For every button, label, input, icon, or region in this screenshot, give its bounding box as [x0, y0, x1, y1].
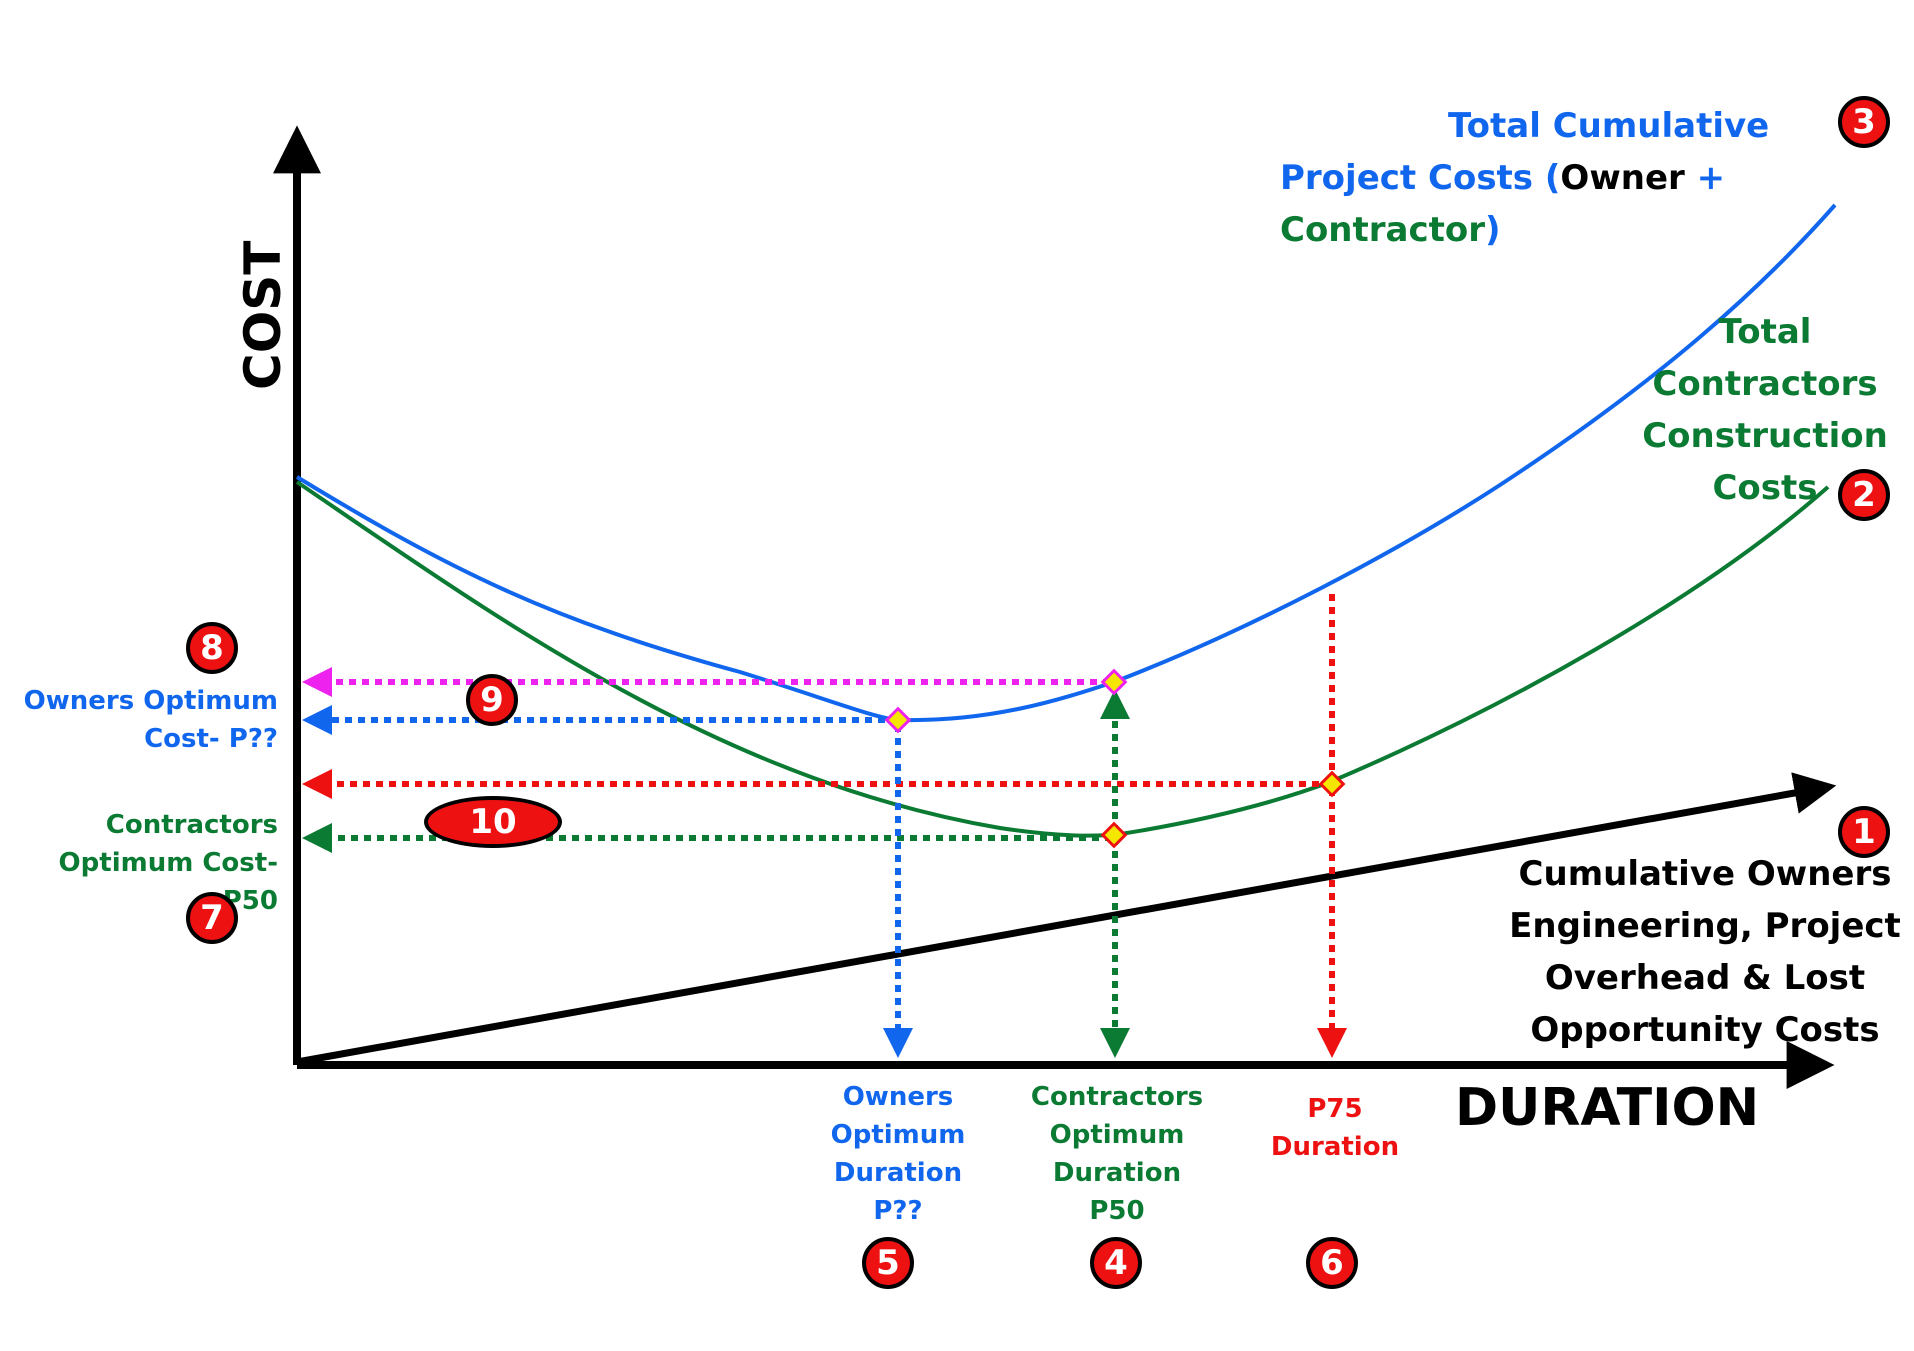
x-axis-label: DURATION — [1455, 1078, 1760, 1138]
owner-title-line3: Overhead & Lost — [1544, 958, 1866, 998]
contractor-title-line3: Construction — [1642, 416, 1888, 456]
contractor-title-line4: Costs — [1712, 468, 1818, 508]
contractors-optimum-cost-label: Contractors Optimum Cost- P50 — [0, 806, 278, 920]
owners-duration-line3: Duration — [833, 1158, 963, 1188]
badge-8: 8 — [186, 622, 238, 674]
total-project-plus: + — [1684, 158, 1726, 198]
badge-10: 10 — [424, 796, 562, 848]
total-project-line2: Project Costs (Owner + Contractor) — [1280, 152, 1900, 256]
contractors-optimum-duration-label: Contractors Optimum Duration P50 — [1010, 1078, 1224, 1230]
total-project-cost-title: Total Cumulative Project Costs (Owner + … — [1280, 100, 1900, 256]
contractors-duration-line4: P50 — [1089, 1196, 1145, 1226]
contractor-title-line2: Contractors — [1652, 364, 1878, 404]
contractors-duration-line1: Contractors — [1030, 1082, 1204, 1112]
total-project-close: ) — [1485, 210, 1501, 250]
contractors-optimum-cost-line1: Contractors — [105, 810, 278, 840]
total-project-cost-curve — [295, 203, 1837, 723]
badge-5: 5 — [862, 1237, 914, 1289]
contractors-duration-line2: Optimum — [1049, 1120, 1185, 1150]
p75-duration-line2: Duration — [1270, 1132, 1400, 1162]
owners-optimum-marker — [884, 706, 912, 734]
owner-title-line4: Opportunity Costs — [1530, 1010, 1880, 1050]
owners-duration-line4: P?? — [873, 1196, 923, 1226]
p75-marker — [1318, 770, 1346, 798]
badge-3: 3 — [1838, 96, 1890, 148]
total-cost-at-p50-marker — [1100, 668, 1128, 696]
badge-2: 2 — [1838, 469, 1890, 521]
badge-1: 1 — [1838, 806, 1890, 858]
owners-optimum-cost-line2: Cost- P?? — [144, 724, 278, 754]
total-project-owner: Owner — [1560, 158, 1685, 198]
contractor-cost-curve — [295, 480, 1830, 838]
owners-optimum-cost-label: Owners Optimum Cost- P?? — [10, 682, 278, 758]
owners-optimum-duration-label: Owners Optimum Duration P?? — [800, 1078, 996, 1230]
total-project-prefix: Project Costs ( — [1280, 158, 1561, 198]
owners-duration-line2: Optimum — [830, 1120, 966, 1150]
owner-title-line2: Engineering, Project — [1509, 906, 1901, 946]
contractors-duration-line3: Duration — [1052, 1158, 1182, 1188]
contractor-cost-title: Total Contractors Construction Costs — [1620, 306, 1910, 514]
owners-optimum-cost-line1: Owners Optimum — [23, 686, 278, 716]
owners-duration-line1: Owners — [842, 1082, 954, 1112]
badge-9: 9 — [466, 674, 518, 726]
total-project-contractor: Contractor — [1280, 210, 1486, 250]
badge-6: 6 — [1306, 1237, 1358, 1289]
owner-title-line1: Cumulative Owners — [1518, 854, 1892, 894]
owner-cost-line — [296, 772, 1837, 1066]
badge-4: 4 — [1090, 1237, 1142, 1289]
contractors-optimum-marker — [1100, 821, 1128, 849]
total-project-line1: Total Cumulative — [1448, 106, 1770, 146]
contractor-title-line1: Total — [1718, 312, 1812, 352]
badge-7: 7 — [186, 892, 238, 944]
y-axis-label: COST — [234, 240, 292, 390]
owner-cost-title: Cumulative Owners Engineering, Project O… — [1500, 848, 1910, 1056]
contractors-optimum-cost-line2: Optimum Cost- P50 — [58, 848, 278, 916]
p75-duration-line1: P75 — [1307, 1094, 1363, 1124]
p75-duration-label: P75 Duration — [1250, 1090, 1420, 1166]
